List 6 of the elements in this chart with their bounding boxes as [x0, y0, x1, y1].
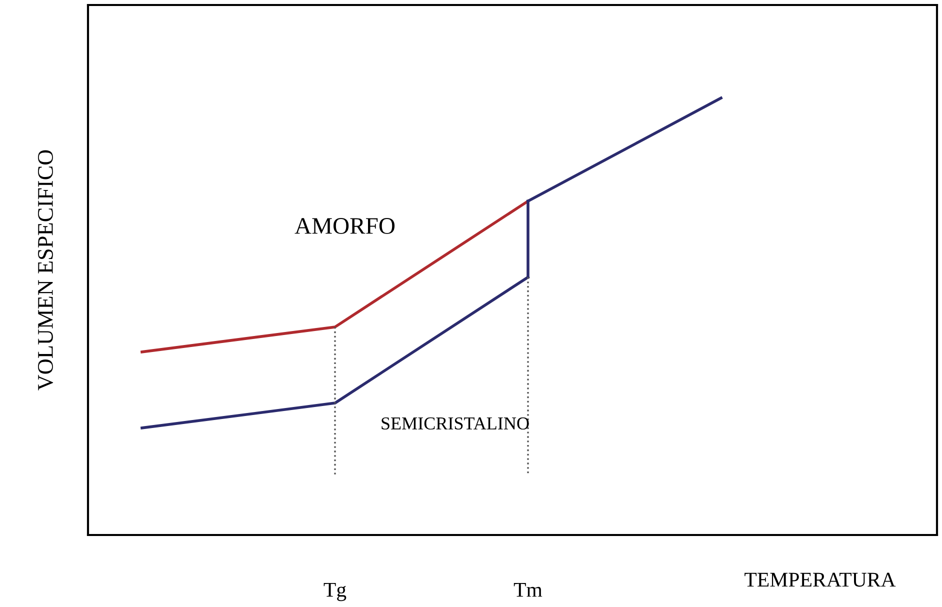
y-axis-title: VOLUMEN ESPECIFICO: [38, 150, 54, 390]
x-axis-title: TEMPERATURA: [744, 572, 896, 587]
annotation: AMORFO: [294, 218, 395, 234]
x-tick-label: Tm: [514, 583, 542, 597]
x-tick-label: Tg: [324, 582, 346, 602]
annotation: SEMICRISTALINO: [382, 417, 529, 430]
